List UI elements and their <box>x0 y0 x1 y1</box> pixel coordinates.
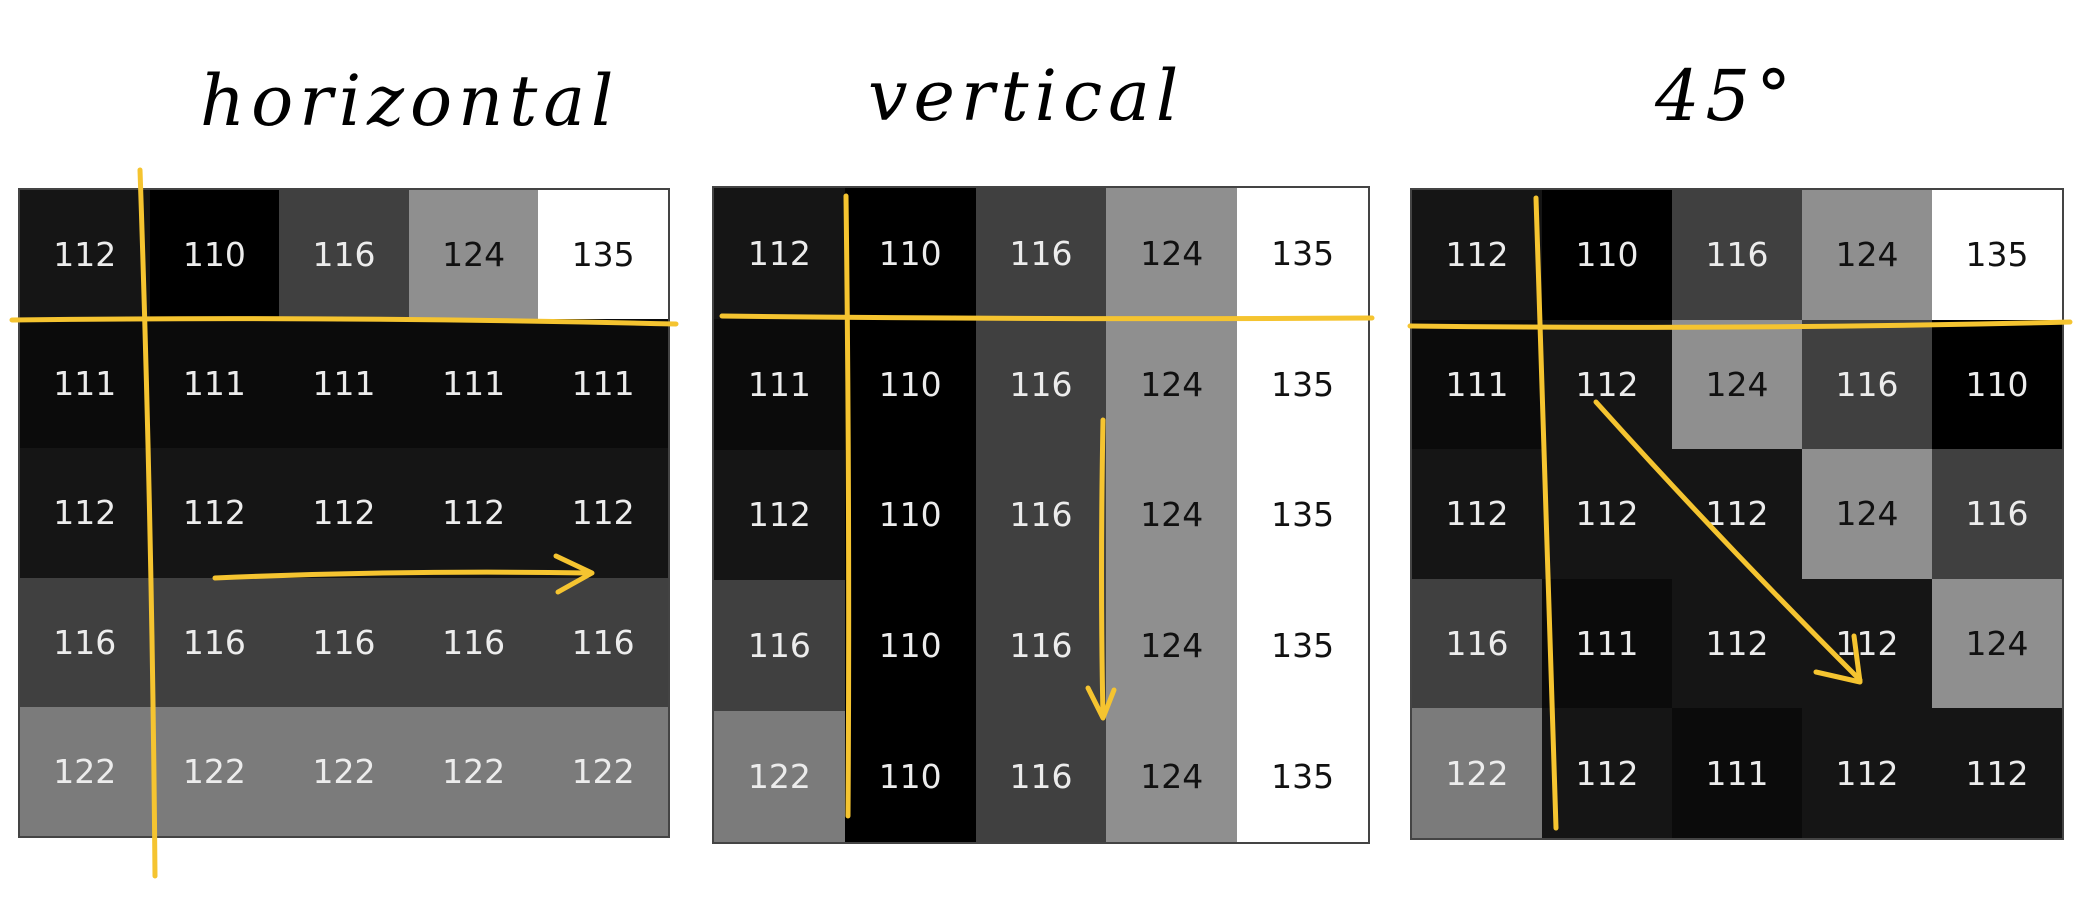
pixel-cell: 110 <box>1932 319 2062 450</box>
pixel-cell: 122 <box>279 706 409 836</box>
title-horizontal: horizontal <box>200 60 620 142</box>
grid-vertical: 112 110 116 124 135 111 110 116 124 135 112 110 116 1… <box>712 186 1370 844</box>
pixel-cell: 135 <box>1237 318 1368 450</box>
pixel-cell: 116 <box>975 711 1107 842</box>
pixel-cell: 111 <box>714 318 845 450</box>
pixel-cell: 112 <box>538 448 668 578</box>
pixel-cell: 124 <box>1106 318 1238 450</box>
pixel-cell: 116 <box>1672 190 1802 320</box>
pixel-cell: 135 <box>1237 449 1368 581</box>
pixel-cell: 116 <box>279 190 409 320</box>
pixel-cell: 124 <box>1802 449 1932 579</box>
title-vertical: vertical <box>868 55 1185 137</box>
pixel-cell: 116 <box>149 577 280 707</box>
pixel-cell: 116 <box>1932 449 2062 579</box>
pixel-cell: 124 <box>1802 190 1932 320</box>
pixel-cell: 112 <box>714 449 845 581</box>
pixel-cell: 112 <box>1802 578 1932 709</box>
title-45-degree: 45° <box>1655 55 1798 137</box>
pixel-cell: 112 <box>1412 190 1542 320</box>
pixel-cell: 112 <box>1802 708 1932 838</box>
pixel-cell: 112 <box>1542 319 1672 450</box>
pixel-cell: 110 <box>1542 190 1672 320</box>
grid-horizontal: 112 110 116 124 135 111 111 111 111 111 112 112 112 1… <box>18 188 670 838</box>
pixel-cell: 116 <box>538 577 668 707</box>
pixel-cell: 124 <box>1932 578 2062 709</box>
pixel-cell: 110 <box>844 580 976 712</box>
pixel-cell: 116 <box>975 188 1107 319</box>
pixel-cell: 112 <box>20 190 150 320</box>
pixel-cell: 122 <box>538 706 668 836</box>
pixel-cell: 116 <box>20 577 150 707</box>
pixel-cell: 122 <box>149 706 280 836</box>
pixel-cell: 112 <box>408 448 539 578</box>
pixel-cell: 116 <box>975 449 1107 581</box>
pixel-cell: 135 <box>1237 188 1368 319</box>
pixel-cell: 122 <box>408 706 539 836</box>
pixel-cell: 122 <box>1412 708 1542 838</box>
pixel-cell: 116 <box>975 580 1107 712</box>
pixel-cell: 112 <box>714 188 845 319</box>
pixel-cell: 116 <box>408 577 539 707</box>
pixel-cell: 111 <box>408 319 539 449</box>
pixel-cell: 124 <box>1106 449 1238 581</box>
pixel-cell: 112 <box>1412 449 1542 579</box>
pixel-cell: 110 <box>149 190 280 320</box>
pixel-cell: 135 <box>1237 580 1368 712</box>
pixel-cell: 112 <box>1672 449 1802 579</box>
pixel-cell: 112 <box>1672 578 1802 709</box>
pixel-cell: 111 <box>149 319 280 449</box>
pixel-cell: 110 <box>844 188 976 319</box>
pixel-cell: 116 <box>279 577 409 707</box>
pixel-cell: 135 <box>538 190 668 320</box>
pixel-cell: 110 <box>844 711 976 842</box>
pixel-cell: 116 <box>975 318 1107 450</box>
pixel-cell: 111 <box>538 319 668 449</box>
pixel-cell: 116 <box>1802 319 1932 450</box>
pixel-cell: 112 <box>1542 449 1672 579</box>
pixel-cell: 111 <box>1542 578 1672 709</box>
pixel-cell: 124 <box>1672 319 1802 450</box>
pixel-cell: 110 <box>844 449 976 581</box>
pixel-cell: 112 <box>20 448 150 578</box>
pixel-cell: 112 <box>1542 708 1672 838</box>
pixel-cell: 124 <box>1106 580 1238 712</box>
pixel-cell: 124 <box>1106 711 1238 842</box>
pixel-cell: 112 <box>1932 708 2062 838</box>
pixel-cell: 111 <box>279 319 409 449</box>
pixel-cell: 124 <box>1106 188 1238 319</box>
pixel-cell: 135 <box>1237 711 1368 842</box>
pixel-cell: 110 <box>844 318 976 450</box>
pixel-cell: 111 <box>20 319 150 449</box>
pixel-cell: 116 <box>714 580 845 712</box>
pixel-cell: 111 <box>1412 319 1542 450</box>
pixel-cell: 122 <box>714 711 845 842</box>
grid-45-degree: 112 110 116 124 135 111 112 124 116 110 112 112 112 1… <box>1410 188 2064 840</box>
pixel-cell: 122 <box>20 706 150 836</box>
pixel-cell: 116 <box>1412 578 1542 709</box>
pixel-cell: 135 <box>1932 190 2062 320</box>
pixel-cell: 112 <box>149 448 280 578</box>
pixel-cell: 111 <box>1672 708 1802 838</box>
pixel-cell: 112 <box>279 448 409 578</box>
pixel-cell: 124 <box>408 190 539 320</box>
